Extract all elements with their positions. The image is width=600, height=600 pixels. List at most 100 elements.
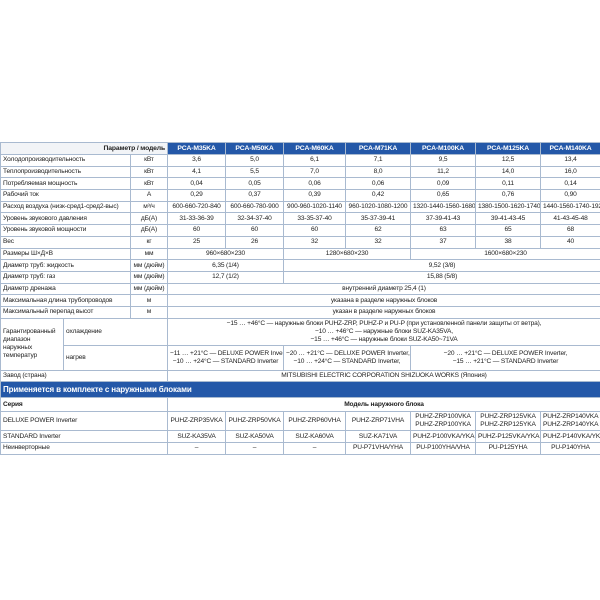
param-label: Рабочий ток — [0, 189, 131, 202]
text-line: −15 … +46°C — наружные блоки PUHZ-ZRP, P… — [226, 319, 542, 327]
outdoor-model: PUHZ-ZRP71VHA — [345, 411, 411, 432]
model-header: PCA-M100KA — [410, 142, 476, 155]
outdoor-model: – — [283, 442, 346, 455]
outdoor-section-header: Применяется в комплекте с наружными блок… — [0, 381, 600, 399]
spec-row: Вес кг 25 26 32 32 37 38 40 — [0, 235, 600, 249]
outdoor-model: PU-P140YHA — [540, 442, 600, 455]
value-cell: 6,1 — [283, 154, 346, 167]
text-line: −20 … +21°C — DELUXE POWER Inverter, — [286, 349, 410, 357]
value-cell: 0,65 — [410, 189, 476, 202]
unit: мм — [130, 247, 168, 261]
value-cell: 32 — [345, 235, 411, 249]
outdoor-model: SUZ-KA50VA — [225, 430, 284, 443]
value-cell: 60 — [225, 224, 284, 237]
param-label: Вес — [0, 235, 131, 249]
spec-row: Максимальная длина трубопроводов м указана… — [0, 294, 600, 307]
value-cell: 60 — [283, 224, 346, 237]
param-label: Диаметр труб: газ — [0, 270, 131, 284]
temperature-heating-row: нагрев −11 … +21°C — DELUXE POWER Inverte… — [1, 344, 600, 371]
value-cell: 12,7 (1/2) — [167, 270, 284, 284]
outdoor-model: – — [225, 442, 284, 455]
spec-row: Холодопроизводительность кВт 3,6 5,0 6,1 7,1 9… — [0, 154, 600, 167]
outdoor-row: Неинверторные – – – PU-P71VHA/YHA PU-P100YHA/… — [0, 442, 600, 455]
unit: дБ(А) — [130, 224, 168, 237]
series-header-row: Серия Модель наружного блока — [0, 397, 600, 413]
value-cell: указана в разделе наружных блоков — [167, 294, 600, 307]
unit: м³/ч — [130, 200, 168, 214]
cooling-value: −15 … +46°C — наружные блоки PUHZ-ZRP, P… — [167, 317, 600, 346]
value-cell: 5,0 — [225, 154, 284, 167]
text-line: PUHZ-ZRP100VKA — [415, 413, 471, 421]
param-model-header: Параметр / модель — [0, 142, 168, 155]
value-cell: 16,0 — [540, 165, 600, 179]
series-name: Неинверторные — [0, 442, 168, 455]
param-label: Уровень звуковой мощности — [0, 224, 131, 237]
temperature-label: Гарантированный диапазон наружных темпер… — [0, 317, 64, 371]
outdoor-model: PUHZ-ZRP35VKA — [167, 411, 226, 432]
series-name: DELUXE POWER Inverter — [0, 411, 168, 432]
value-cell: 1440-1560-1740-1920 — [540, 200, 600, 214]
value-cell: 60 — [167, 224, 226, 237]
value-cell: 31-33-36-39 — [167, 212, 226, 226]
text-line: −11 … +21°C — DELUXE POWER Inverter, — [170, 349, 284, 357]
factory-value: MITSUBISHI ELECTRIC CORPORATION SHIZUOKA… — [167, 369, 600, 383]
value-cell: 900-960-1020-1140 — [283, 200, 346, 214]
value-cell: 0,29 — [167, 189, 226, 202]
param-label: Расход воздуха (низк-сред1-сред2-выс) — [0, 200, 131, 214]
param-label: Теплопроизводительность — [0, 165, 131, 179]
value-cell: 33-35-37-40 — [283, 212, 346, 226]
value-cell: 63 — [410, 224, 476, 237]
value-cell: 7,1 — [345, 154, 411, 167]
value-cell: 62 — [345, 224, 411, 237]
outdoor-model-label: Модель наружного блока — [167, 397, 600, 413]
value-cell: 0,37 — [225, 189, 284, 202]
outdoor-model: PU-P100YHA/VHA — [410, 442, 476, 455]
unit: кг — [130, 235, 168, 249]
param-label: Диаметр труб: жидкость — [0, 259, 131, 272]
value-cell: 7,0 — [283, 165, 346, 179]
value-cell: 32-34-37-40 — [225, 212, 284, 226]
outdoor-model: PU-P125YHA — [475, 442, 541, 455]
param-label: Потребляемая мощность — [0, 177, 131, 191]
value-cell: 0,06 — [283, 177, 346, 191]
value-cell: 12,5 — [475, 154, 541, 167]
text-line: PUHZ-ZRP125YKA — [480, 421, 536, 429]
unit: м — [130, 305, 168, 319]
text-line: −15 … +46°C — наружные блоки SUZ-KA50~71… — [310, 335, 458, 343]
unit: мм (дюйм) — [130, 282, 168, 296]
value-cell: 0,76 — [475, 189, 541, 202]
value-cell: 40 — [540, 235, 600, 249]
value-cell: 9,52 (3/8) — [283, 259, 600, 272]
heating-value: −20 … +21°C — DELUXE POWER Inverter, −10 … — [283, 344, 411, 371]
heating-label: нагрев — [63, 344, 168, 371]
model-header: PCA-M125KA — [475, 142, 541, 155]
factory-row: Завод (страна) MITSUBISHI ELECTRIC CORPOR… — [0, 369, 600, 383]
value-cell: 5,5 — [225, 165, 284, 179]
text-line: −10 … +24°C — STANDARD Inverter, — [293, 357, 401, 365]
outdoor-model: – — [167, 442, 226, 455]
value-cell: 1320-1440-1560-1680 — [410, 200, 476, 214]
text-line: −20 … +21°C — DELUXE POWER Inverter, — [443, 349, 568, 357]
unit: м — [130, 294, 168, 307]
spec-row: Теплопроизводительность кВт 4,1 5,5 7,0 8,0 11… — [0, 165, 600, 179]
spec-row: Диаметр труб: жидкость мм (дюйм) 6,35 (1/4… — [0, 259, 600, 272]
text-line: PUHZ-ZRP125VKA — [480, 413, 536, 421]
value-cell: 13,4 — [540, 154, 600, 167]
param-label: Диаметр дренажа — [0, 282, 131, 296]
text-line: PUHZ-ZRP140YKA — [543, 421, 599, 429]
unit: дБ(А) — [130, 212, 168, 226]
param-label: Максимальная длина трубопроводов — [0, 294, 131, 307]
value-cell: 15,88 (5/8) — [283, 270, 600, 284]
value-cell: внутренний диаметр 25,4 (1) — [167, 282, 600, 296]
value-cell: 0,90 — [540, 189, 600, 202]
outdoor-model: PUHZ-ZRP125VKA PUHZ-ZRP125YKA — [475, 411, 541, 432]
text-line: PUHZ-ZRP100YKA — [415, 421, 471, 429]
value-cell: 41-43-45-48 — [540, 212, 600, 226]
value-cell: 65 — [475, 224, 541, 237]
spec-row: Потребляемая мощность кВт 0,04 0,05 0,06 0,06… — [0, 177, 600, 191]
spec-row: Уровень звуковой мощности дБ(А) 60 60 60 62 63… — [0, 224, 600, 237]
value-cell: 0,39 — [283, 189, 346, 202]
text-line: −10 … +46°C — наружные блоки SUZ-KA35VA, — [315, 327, 453, 335]
model-header: PCA-M50KA — [225, 142, 284, 155]
unit: А — [130, 189, 168, 202]
